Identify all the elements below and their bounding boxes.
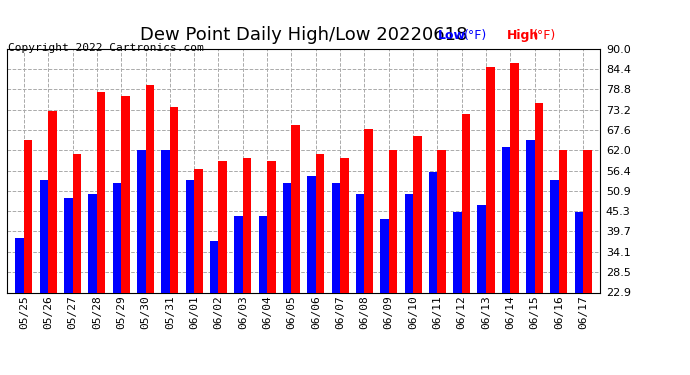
Bar (388, 150, 397, 375)
Bar (462, 114, 470, 375)
Bar (559, 150, 567, 375)
Bar (259, 216, 267, 375)
Bar (194, 169, 203, 375)
Bar (97, 92, 106, 375)
Bar (583, 150, 592, 375)
Bar (121, 96, 130, 375)
Bar (72, 154, 81, 375)
Bar (340, 158, 348, 375)
Bar (316, 154, 324, 375)
Bar (88, 194, 97, 375)
Bar (575, 212, 583, 375)
Bar (380, 219, 388, 375)
Bar (170, 107, 178, 375)
Bar (24, 140, 32, 375)
Bar (453, 212, 462, 375)
Bar (15, 238, 24, 375)
Bar (356, 194, 364, 375)
Bar (48, 111, 57, 375)
Bar (486, 67, 495, 375)
Text: (°F): (°F) (464, 29, 487, 42)
Bar (437, 150, 446, 375)
Bar (291, 125, 300, 375)
Bar (112, 183, 121, 375)
Bar (535, 103, 543, 375)
Bar (307, 176, 316, 375)
Text: Low: Low (438, 29, 466, 42)
Text: High: High (507, 29, 540, 42)
Bar (146, 85, 154, 375)
Bar (502, 147, 511, 375)
Bar (219, 161, 227, 375)
Bar (161, 150, 170, 375)
Bar (511, 63, 519, 375)
Bar (210, 241, 219, 375)
Bar (477, 205, 486, 375)
Bar (364, 129, 373, 375)
Bar (526, 140, 535, 375)
Bar (413, 136, 422, 375)
Bar (429, 172, 437, 375)
Bar (186, 180, 194, 375)
Bar (235, 216, 243, 375)
Bar (64, 198, 72, 375)
Bar (332, 183, 340, 375)
Bar (267, 161, 275, 375)
Text: Copyright 2022 Cartronics.com: Copyright 2022 Cartronics.com (8, 43, 204, 52)
Bar (40, 180, 48, 375)
Bar (243, 158, 251, 375)
Title: Dew Point Daily High/Low 20220618: Dew Point Daily High/Low 20220618 (140, 26, 467, 44)
Text: (°F): (°F) (533, 29, 556, 42)
Bar (137, 150, 146, 375)
Bar (551, 180, 559, 375)
Bar (283, 183, 291, 375)
Bar (404, 194, 413, 375)
